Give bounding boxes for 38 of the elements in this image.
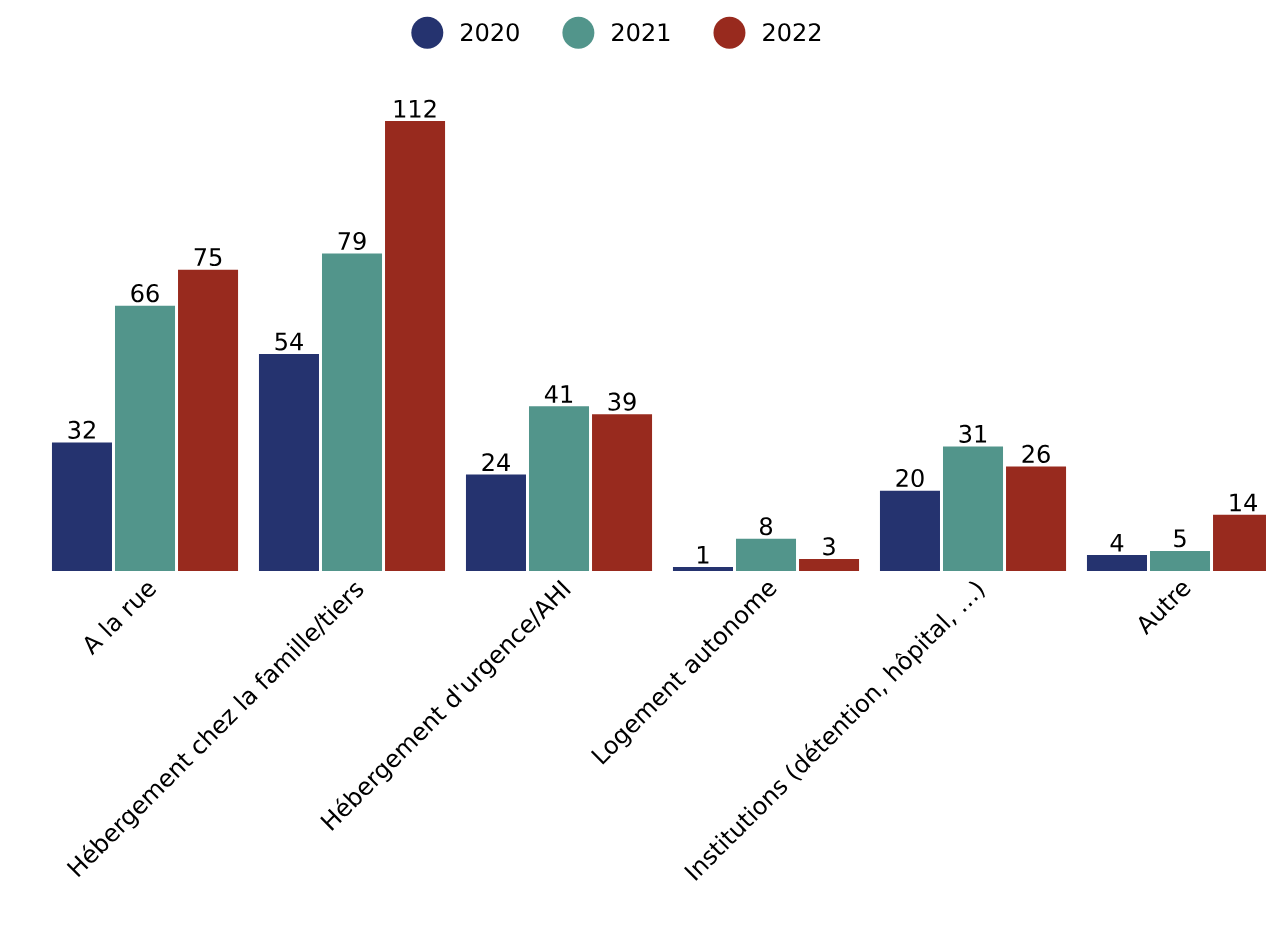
bar [178, 269, 239, 571]
bar [592, 414, 653, 571]
data-label: 32 [68, 420, 95, 439]
data-label: 79 [338, 231, 366, 251]
data-label: 54 [275, 332, 303, 351]
data-label: 26 [1022, 444, 1050, 463]
bar [528, 406, 590, 571]
legend-label: 2020 [461, 23, 519, 42]
data-label: 31 [959, 424, 987, 443]
data-label: 75 [194, 248, 222, 267]
bar [115, 305, 176, 571]
data-label: 112 [394, 99, 436, 118]
legend-label: 2022 [763, 23, 821, 42]
bar [879, 490, 940, 571]
bar [1086, 554, 1147, 571]
data-label: 66 [131, 284, 159, 303]
bar [385, 120, 446, 571]
data-label: 8 [760, 517, 772, 536]
bar [799, 558, 860, 571]
bar [735, 538, 797, 571]
data-label: 20 [896, 468, 924, 488]
data-label: 5 [1174, 529, 1186, 548]
data-label: 24 [482, 453, 510, 472]
bar [258, 354, 319, 571]
bar [1006, 466, 1067, 571]
data-label: 1 [697, 545, 709, 564]
bar [943, 446, 1004, 571]
data-label: 41 [544, 385, 573, 403]
bar [465, 474, 526, 571]
data-label: 14 [1230, 493, 1257, 512]
bar [51, 442, 112, 571]
data-label: 4 [1110, 533, 1124, 552]
data-label: 39 [608, 392, 636, 411]
legend-label: 2021 [612, 23, 670, 42]
x-tick-label: A la rue [84, 583, 157, 656]
bar [672, 566, 733, 571]
data-label: 3 [823, 537, 835, 556]
bar [321, 253, 383, 571]
